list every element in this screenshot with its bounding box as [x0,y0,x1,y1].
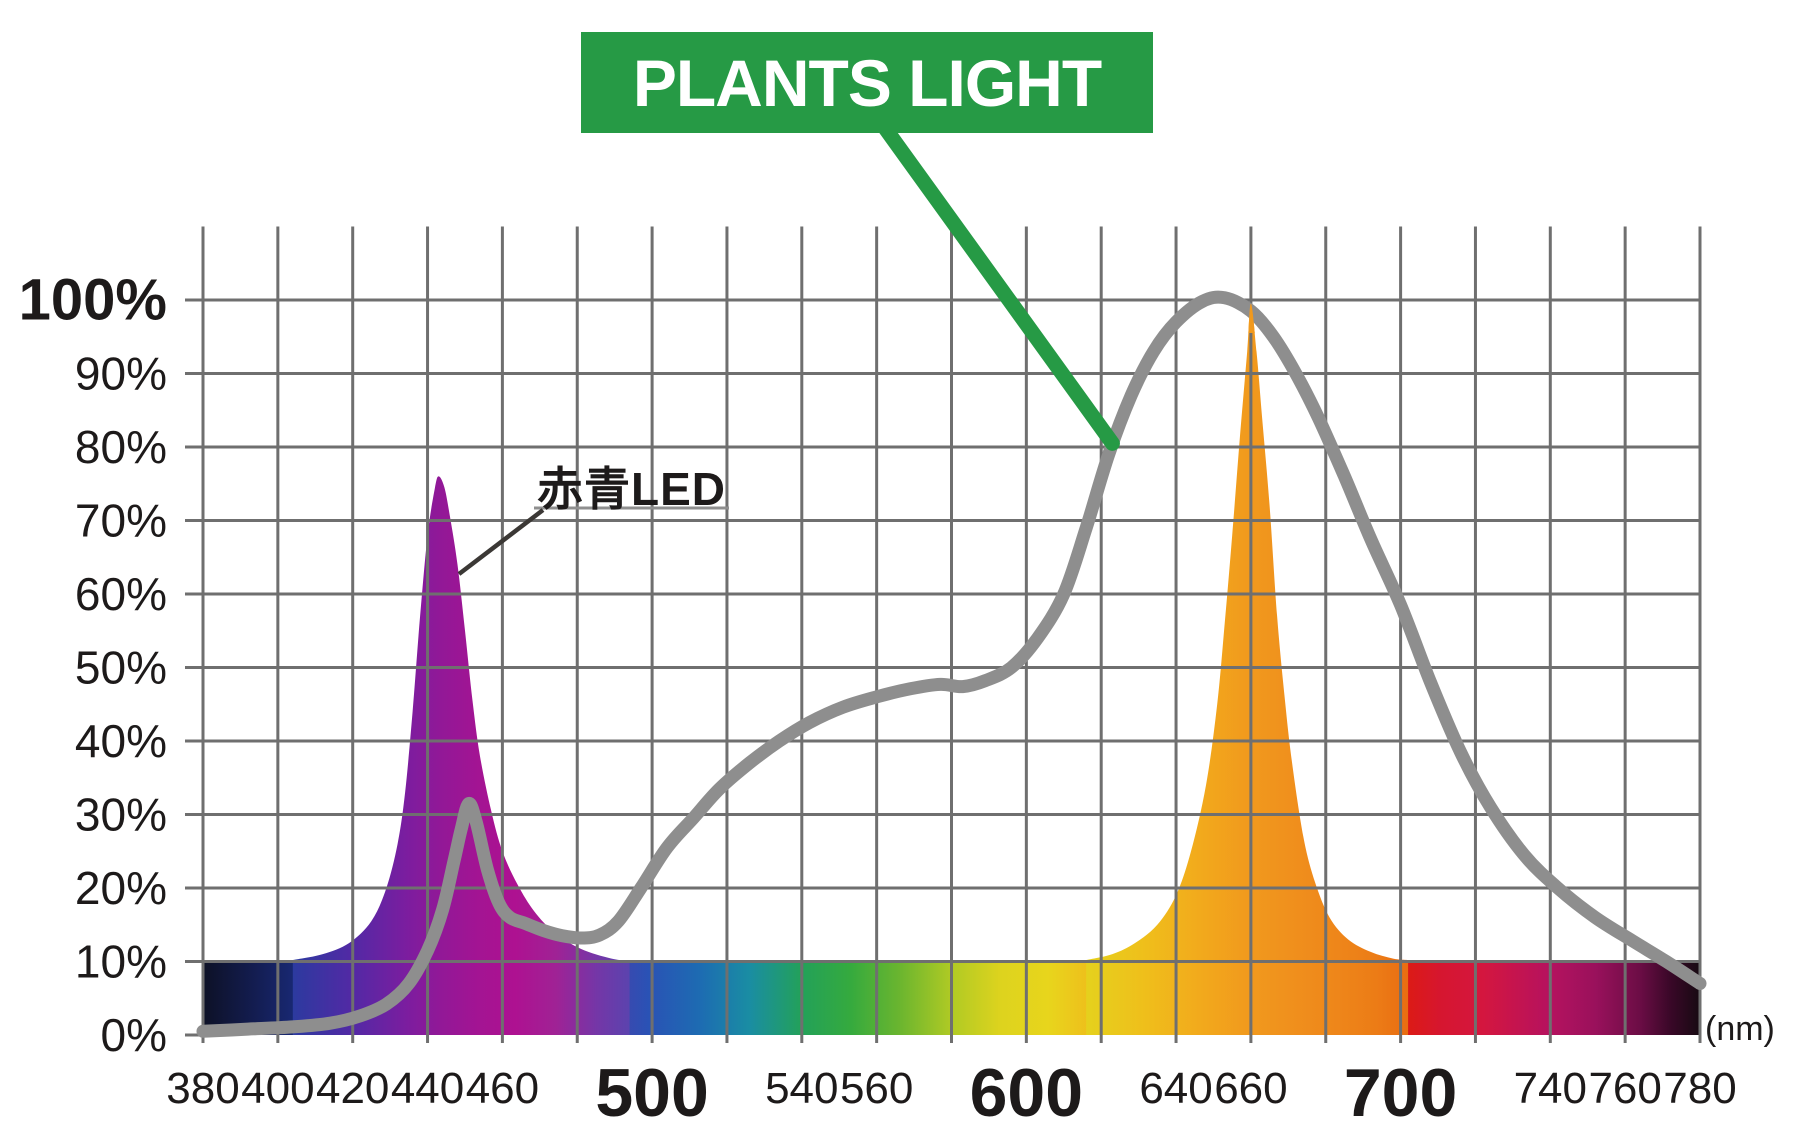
x-tick-label: 740 [1514,1064,1587,1113]
x-tick-label: 760 [1588,1064,1661,1113]
plants-light-curve [196,290,1707,1038]
y-tick-label: 30% [75,789,167,841]
y-tick-label: 40% [75,715,167,767]
x-tick-label: 440 [391,1064,464,1113]
y-tick-label: 80% [75,421,167,473]
x-axis-unit-label: (nm) [1705,1010,1775,1048]
x-tick-label: 420 [316,1064,389,1113]
y-tick-label: 60% [75,568,167,620]
annotation-callout-line [457,508,545,576]
banner-title: PLANTS LIGHT [632,45,1102,120]
x-tick-label: 380 [166,1064,239,1113]
plants-light-banner: PLANTS LIGHT [581,32,1153,133]
y-tick-label: 10% [75,936,167,988]
grid [185,226,1702,1043]
x-axis-labels: 380 400 420 440 460 500 540 560 600 640 660 700 740 7… [166,1055,1736,1129]
x-tick-label: 640 [1139,1064,1212,1113]
x-tick-label: 600 [970,1055,1083,1129]
y-tick-label: 20% [75,862,167,914]
banner-callout-line [877,120,1120,451]
x-tick-label: 540 [765,1064,838,1113]
red-led-peak-tip [1248,303,1255,333]
red-led-peak-area [1086,303,1409,1035]
y-axis-labels: 100% 90% 80% 70% 60% 50% 40% 30% 20% 10% 0% [19,268,167,1062]
y-tick-label: 0% [101,1009,167,1061]
y-tick-label: 90% [75,348,167,400]
x-tick-label: 660 [1214,1064,1287,1113]
red-blue-led-label: 赤青LED [537,463,726,515]
y-tick-label: 100% [19,268,167,333]
x-tick-label: 460 [466,1064,539,1113]
x-tick-label: 700 [1344,1055,1457,1129]
x-tick-label: 400 [241,1064,314,1113]
y-tick-label: 50% [75,642,167,694]
x-tick-label: 560 [840,1064,913,1113]
y-tick-label: 70% [75,495,167,547]
blue-led-peak-area [292,476,630,1035]
x-tick-label: 780 [1663,1064,1736,1113]
x-tick-label: 500 [595,1055,708,1129]
